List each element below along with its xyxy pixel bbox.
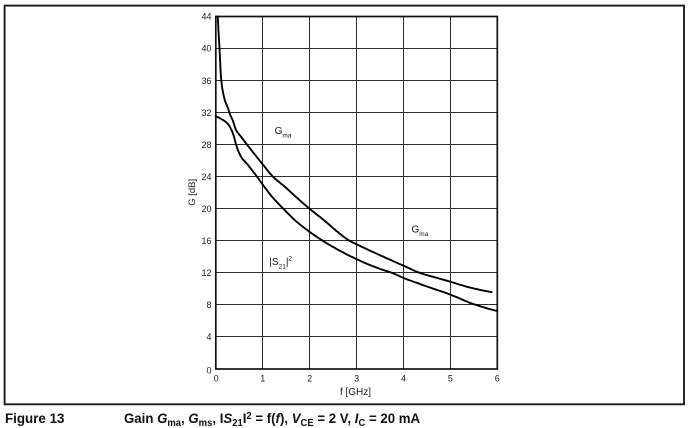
svg-text:16: 16 xyxy=(201,236,211,246)
svg-text:28: 28 xyxy=(201,140,211,150)
svg-text:3: 3 xyxy=(354,374,359,384)
svg-text:|S21|2: |S21|2 xyxy=(269,255,292,270)
svg-text:20: 20 xyxy=(201,204,211,214)
svg-text:6: 6 xyxy=(495,374,500,384)
svg-text:1: 1 xyxy=(260,374,265,384)
svg-text:4: 4 xyxy=(401,374,406,384)
svg-text:G [dB]: G [dB] xyxy=(187,179,198,206)
svg-text:32: 32 xyxy=(201,108,211,118)
svg-text:5: 5 xyxy=(448,374,453,384)
svg-text:0: 0 xyxy=(206,366,211,376)
svg-text:12: 12 xyxy=(201,268,211,278)
svg-text:40: 40 xyxy=(201,44,211,54)
svg-text:44: 44 xyxy=(201,12,211,22)
svg-text:24: 24 xyxy=(201,172,211,182)
svg-text:8: 8 xyxy=(206,300,211,310)
svg-text:4: 4 xyxy=(206,332,211,342)
svg-text:0: 0 xyxy=(214,374,219,384)
svg-text:2: 2 xyxy=(307,374,312,384)
svg-text:36: 36 xyxy=(201,76,211,86)
svg-text:f [GHz]: f [GHz] xyxy=(340,387,371,398)
